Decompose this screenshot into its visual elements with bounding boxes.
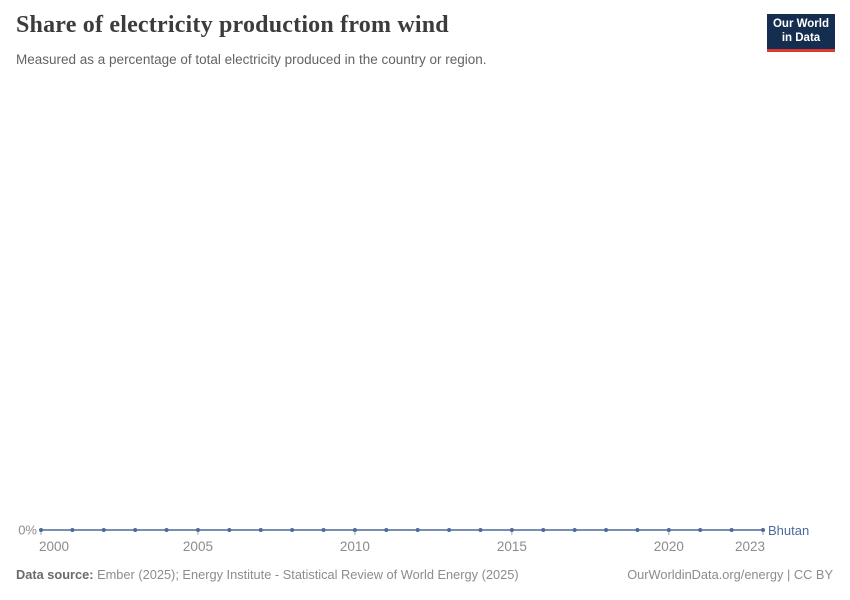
data-point[interactable] [101, 528, 106, 532]
data-point[interactable] [258, 528, 263, 532]
data-point[interactable] [635, 528, 640, 532]
x-axis-tick-label: 2010 [340, 539, 370, 554]
citation-link[interactable]: OurWorldinData.org/energy | CC BY [627, 567, 833, 582]
chart-footer: Data source: Ember (2025); Energy Instit… [16, 567, 833, 582]
x-axis-tick-label: 2005 [183, 539, 213, 554]
data-point[interactable] [666, 528, 671, 532]
data-point[interactable] [509, 528, 514, 532]
data-point[interactable] [70, 528, 75, 532]
data-point[interactable] [761, 528, 765, 532]
x-axis-tick-label: 2020 [654, 539, 684, 554]
data-point[interactable] [572, 528, 577, 532]
data-point[interactable] [39, 528, 43, 532]
data-point[interactable] [195, 528, 200, 532]
data-point[interactable] [478, 528, 483, 532]
data-point[interactable] [447, 528, 452, 532]
page-title: Share of electricity production from win… [16, 12, 449, 38]
data-point[interactable] [133, 528, 138, 532]
data-point[interactable] [321, 528, 326, 532]
data-point[interactable] [290, 528, 295, 532]
data-point[interactable] [541, 528, 546, 532]
data-source-label: Data source: [16, 567, 94, 582]
x-axis-tick-label: 2000 [39, 539, 69, 554]
owid-logo-line1: Our World [772, 18, 829, 30]
x-axis-tick-label: 2015 [497, 539, 527, 554]
owid-logo[interactable]: Our World in Data [767, 14, 835, 52]
data-source: Data source: Ember (2025); Energy Instit… [16, 567, 519, 582]
chart-subtitle: Measured as a percentage of total electr… [16, 52, 487, 67]
data-point[interactable] [604, 528, 609, 532]
data-point[interactable] [164, 528, 169, 532]
data-point[interactable] [384, 528, 389, 532]
data-point[interactable] [415, 528, 420, 532]
entity-label[interactable]: Bhutan [768, 523, 809, 538]
x-axis-tick-label: 2023 [735, 539, 765, 554]
owid-logo-line2: in Data [781, 31, 821, 44]
data-point[interactable] [352, 528, 357, 532]
data-point[interactable] [227, 528, 232, 532]
data-point[interactable] [698, 528, 703, 532]
data-source-text: Ember (2025); Energy Institute - Statist… [93, 567, 519, 582]
data-point[interactable] [729, 528, 734, 532]
y-axis-tick-label: 0% [18, 523, 37, 538]
